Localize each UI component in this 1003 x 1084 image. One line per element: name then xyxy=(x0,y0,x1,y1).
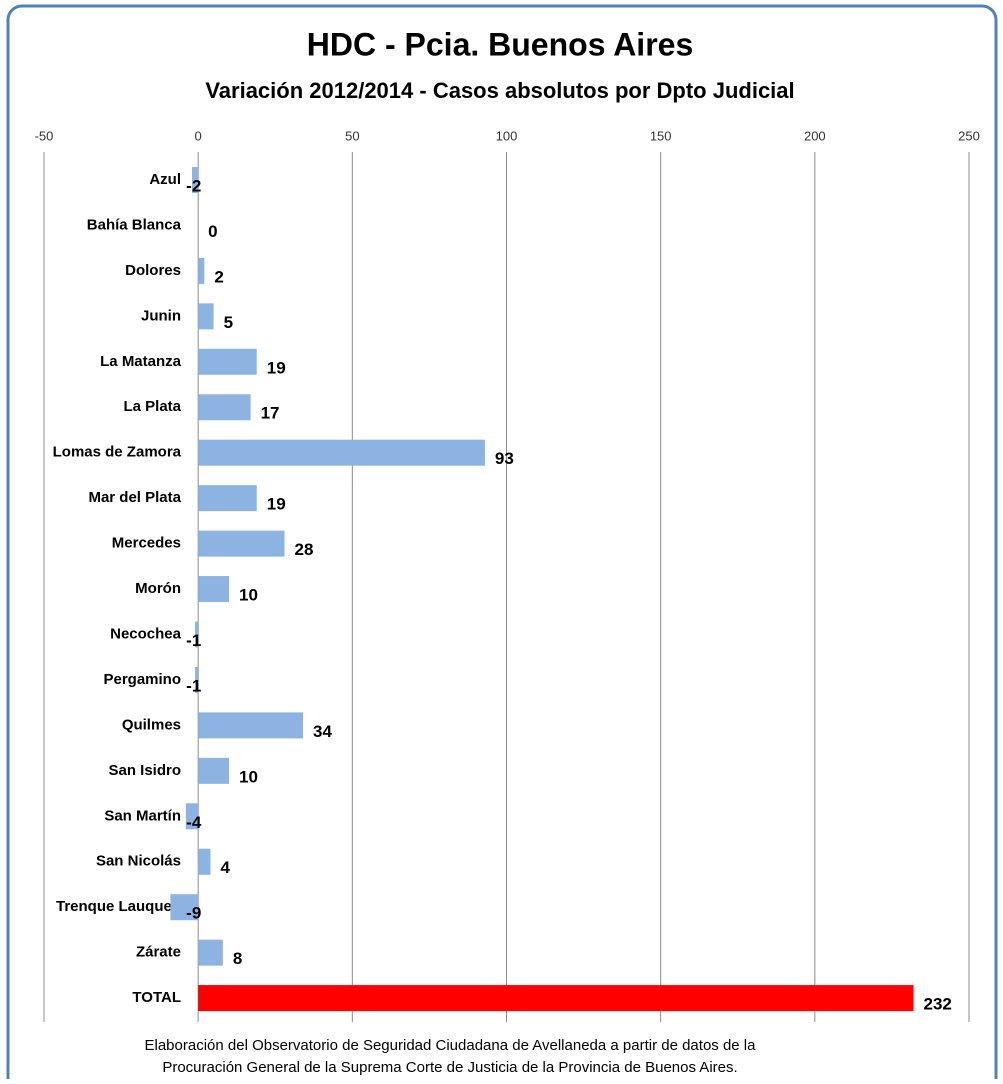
data-label: 8 xyxy=(233,949,242,968)
y-tick-label: Dolores xyxy=(125,262,181,279)
y-tick-label: San Isidro xyxy=(108,762,181,779)
data-label: -1 xyxy=(186,676,201,695)
chart-subtitle: Variación 2012/2014 - Casos absolutos po… xyxy=(205,78,794,103)
bar xyxy=(198,848,211,875)
data-label: 93 xyxy=(495,449,514,468)
data-label: 17 xyxy=(261,404,280,423)
bar xyxy=(198,576,229,603)
x-tick-label: 0 xyxy=(195,128,202,143)
y-tick-label: Quilmes xyxy=(122,716,181,733)
y-tick-label: Junin xyxy=(141,307,181,324)
bar xyxy=(170,894,199,921)
bar xyxy=(198,985,914,1012)
chart-title: HDC - Pcia. Buenos Aires xyxy=(307,26,693,62)
y-tick-label: Mercedes xyxy=(112,535,181,552)
y-tick-label: Lomas de Zamora xyxy=(53,444,182,461)
bar xyxy=(185,803,199,830)
chart-frame xyxy=(6,4,998,1084)
y-tick-label: San Martín xyxy=(104,807,181,824)
data-label: 28 xyxy=(295,540,314,559)
y-tick-label: La Matanza xyxy=(100,353,182,370)
data-label: -4 xyxy=(186,813,202,832)
bar xyxy=(192,167,199,193)
x-tick-label: -50 xyxy=(35,128,54,143)
data-label: 232 xyxy=(924,995,952,1014)
source-note: Procuración General de la Suprema Corte … xyxy=(162,1059,737,1076)
data-label: -9 xyxy=(186,904,201,923)
bar xyxy=(198,485,257,512)
data-label: 5 xyxy=(224,313,233,332)
data-label: 0 xyxy=(208,222,217,241)
bar xyxy=(198,348,257,375)
bar xyxy=(198,394,251,421)
y-tick-label: La Plata xyxy=(123,398,181,415)
x-tick-label: 250 xyxy=(958,128,980,143)
data-label: -2 xyxy=(186,176,201,195)
data-label: 2 xyxy=(214,267,223,286)
y-tick-label: Morón xyxy=(135,580,181,597)
y-tick-label: Pergamino xyxy=(103,671,181,688)
bar xyxy=(198,530,285,557)
data-label: 19 xyxy=(267,358,286,377)
y-tick-label: Necochea xyxy=(110,625,182,642)
data-label: 10 xyxy=(239,767,258,786)
y-tick-label: TOTAL xyxy=(132,989,181,1006)
bar xyxy=(198,257,205,284)
y-tick-label: Trenque Lauquen xyxy=(56,898,181,915)
x-tick-label: 100 xyxy=(496,128,518,143)
bar xyxy=(198,712,303,739)
y-tick-label: Bahía Blanca xyxy=(87,216,182,233)
x-tick-label: 200 xyxy=(804,128,826,143)
data-label: 34 xyxy=(313,722,332,741)
x-tick-label: 150 xyxy=(650,128,672,143)
data-label: 19 xyxy=(267,495,286,514)
bar xyxy=(198,939,223,966)
y-tick-label: Azul xyxy=(149,171,181,188)
x-tick-label: 50 xyxy=(345,128,359,143)
data-label: 4 xyxy=(221,858,231,877)
bar xyxy=(198,439,485,466)
y-tick-label: Zárate xyxy=(136,944,181,961)
bar xyxy=(198,303,214,330)
source-note: Elaboración del Observatorio de Segurida… xyxy=(145,1037,757,1054)
data-label: 10 xyxy=(239,586,258,605)
bar xyxy=(198,757,229,784)
bar xyxy=(195,621,199,648)
y-tick-label: Mar del Plata xyxy=(88,489,181,506)
y-tick-label: San Nicolás xyxy=(96,853,181,870)
bar xyxy=(195,666,199,693)
data-label: -1 xyxy=(186,631,201,650)
